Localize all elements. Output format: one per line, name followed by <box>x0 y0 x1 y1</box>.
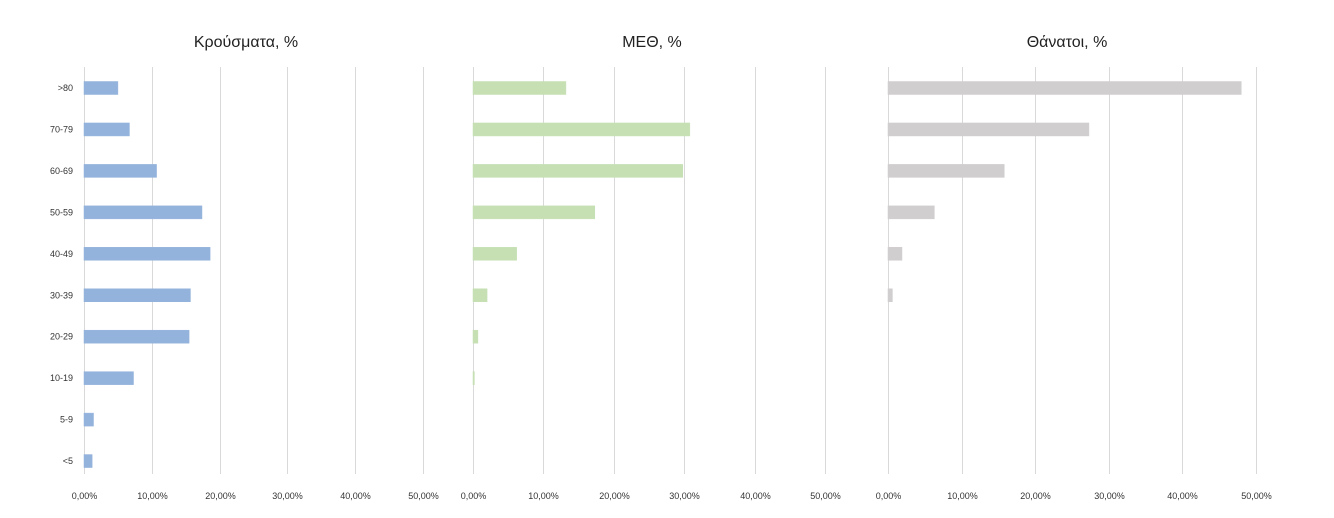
chart-title-3: Θάνατοι, % <box>1027 34 1108 51</box>
bar-3-30-39 <box>887 288 893 302</box>
bar-1-<5 <box>83 454 93 468</box>
bar-1->80 <box>83 81 119 95</box>
x-tick-label-3-4: 40,00% <box>1167 491 1198 501</box>
x-tick-label-2-2: 20,00% <box>599 491 630 501</box>
bar-1-10-19 <box>83 371 134 385</box>
x-tick-label-3-1: 10,00% <box>947 491 978 501</box>
chart-title-1: Κρούσματα, % <box>194 34 298 51</box>
bar-2-30-39 <box>472 288 488 302</box>
bar-1-20-29 <box>83 329 190 344</box>
bar-2->80 <box>472 81 567 95</box>
category-label-7: 10-19 <box>50 373 73 383</box>
bar-3-60-69 <box>887 164 1005 178</box>
bar-3->80 <box>887 81 1242 95</box>
bar-2-60-69 <box>472 164 684 178</box>
bar-1-40-49 <box>83 247 211 261</box>
category-label-1: 70-79 <box>50 124 73 134</box>
category-label-6: 20-29 <box>50 332 73 342</box>
chart-title-2: ΜΕΘ, % <box>622 34 682 51</box>
x-tick-label-1-1: 10,00% <box>137 491 168 501</box>
bar-2-20-29 <box>472 329 479 344</box>
x-tick-label-1-5: 50,00% <box>408 491 439 501</box>
category-label-5: 30-39 <box>50 290 73 300</box>
x-tick-label-2-3: 30,00% <box>669 491 700 501</box>
x-tick-label-1-3: 30,00% <box>272 491 303 501</box>
bar-2-50-59 <box>472 205 596 220</box>
bar-1-70-79 <box>83 122 130 137</box>
x-tick-label-1-2: 20,00% <box>205 491 236 501</box>
category-label-0: >80 <box>58 83 73 93</box>
bar-2-40-49 <box>472 247 517 261</box>
bar-3-50-59 <box>887 205 935 220</box>
bar-3-40-49 <box>887 247 903 261</box>
x-tick-label-3-3: 30,00% <box>1094 491 1125 501</box>
category-label-2: 60-69 <box>50 166 73 176</box>
bar-3-70-79 <box>887 122 1090 137</box>
bar-2-70-79 <box>472 122 691 137</box>
bar-1-50-59 <box>83 205 203 220</box>
category-label-3: 50-59 <box>50 207 73 217</box>
category-label-4: 40-49 <box>50 249 73 259</box>
x-tick-label-2-5: 50,00% <box>810 491 841 501</box>
category-label-9: <5 <box>63 456 73 466</box>
x-tick-label-1-0: 0,00% <box>72 491 98 501</box>
bar-1-30-39 <box>83 288 191 302</box>
bar-1-5-9 <box>83 412 94 427</box>
x-tick-label-2-0: 0,00% <box>461 491 487 501</box>
x-tick-label-2-1: 10,00% <box>528 491 559 501</box>
bar-2-10-19 <box>472 371 475 385</box>
category-label-8: 5-9 <box>60 415 73 425</box>
x-tick-label-1-4: 40,00% <box>340 491 371 501</box>
x-tick-label-3-5: 50,00% <box>1241 491 1272 501</box>
bar-1-60-69 <box>83 164 157 178</box>
x-tick-label-3-0: 0,00% <box>876 491 902 501</box>
x-tick-label-3-2: 20,00% <box>1020 491 1051 501</box>
x-tick-label-2-4: 40,00% <box>740 491 771 501</box>
